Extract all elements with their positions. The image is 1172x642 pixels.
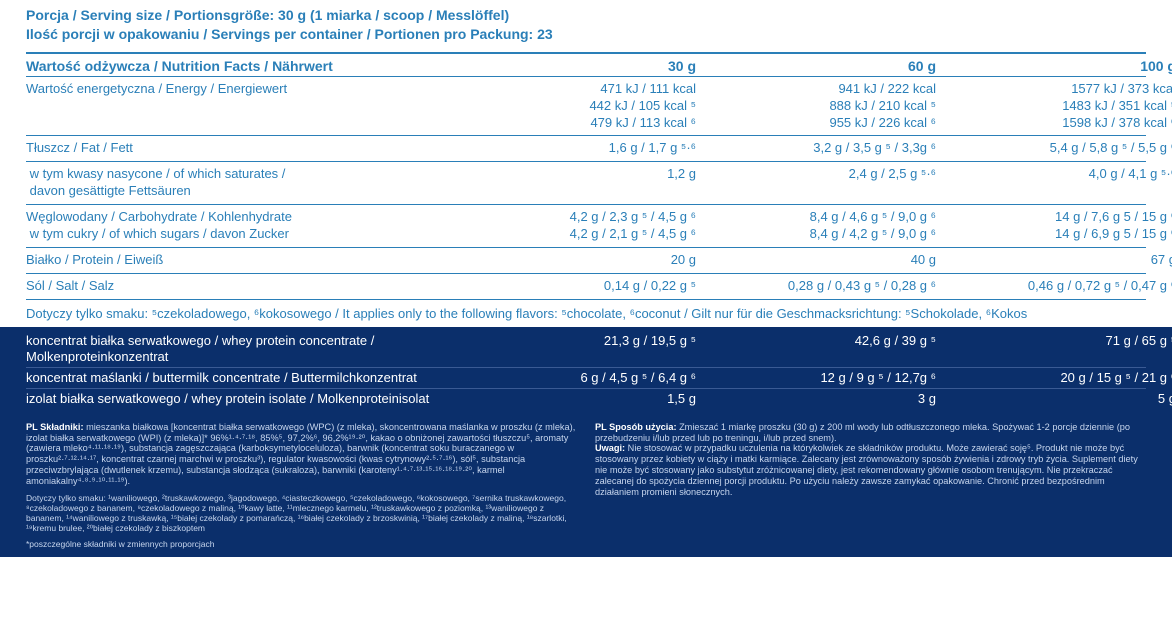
table-row: w tym kwasy nasycone / of which saturate… [0, 162, 1172, 204]
row-value-100g: 5 g [936, 391, 1172, 407]
flavor-footnote: Dotyczy tylko smaku: ⁵czekoladowego, ⁶ko… [0, 300, 1172, 327]
proportions-note: *poszczególne składniki w zmiennych prop… [26, 539, 577, 549]
row-label: izolat białka serwatkowego / whey protei… [26, 391, 456, 407]
row-value-30g: 0,14 g / 0,22 g ⁵ [456, 278, 696, 295]
row-value-30g: 1,6 g / 1,7 g ⁵·⁶ [456, 140, 696, 157]
nutrition-header-row: Wartość odżywcza / Nutrition Facts / Näh… [0, 54, 1172, 76]
header-label: Wartość odżywcza / Nutrition Facts / Näh… [26, 58, 456, 74]
row-value-60g: 12 g / 9 g ⁵ / 12,7g ⁶ [696, 370, 936, 386]
row-value-100g: 67 g [936, 252, 1172, 269]
ingredients-heading: PL Składniki: [26, 422, 84, 432]
servings-per-container-line: Ilość porcji w opakowaniu / Servings per… [26, 25, 1146, 44]
serving-size-line: Porcja / Serving size / Portionsgröße: 3… [26, 6, 1146, 25]
ingredients-and-usage: PL Składniki: mieszanka białkowa [koncen… [0, 416, 1172, 557]
row-label: Tłuszcz / Fat / Fett [26, 140, 456, 157]
table-row: koncentrat białka serwatkowego / whey pr… [26, 331, 1146, 368]
header-60g: 60 g [696, 58, 936, 74]
row-value-100g: 71 g / 65 g ⁵ [936, 333, 1172, 349]
row-label: Węglowodany / Carbohydrate / Kohlenhydra… [26, 209, 456, 243]
row-value-100g: 20 g / 15 g ⁵ / 21 g ⁶ [936, 370, 1172, 386]
row-value-100g: 0,46 g / 0,72 g ⁵ / 0,47 g ⁶ [936, 278, 1172, 295]
row-value-30g: 4,2 g / 2,3 g ⁵ / 4,5 g ⁶4,2 g / 2,1 g ⁵… [456, 209, 696, 243]
row-value-30g: 1,2 g [456, 166, 696, 183]
protein-source-rows: koncentrat białka serwatkowego / whey pr… [26, 331, 1146, 410]
row-label: Wartość energetyczna / Energy / Energiew… [26, 81, 456, 98]
table-row: izolat białka serwatkowego / whey protei… [26, 388, 1146, 409]
usage-column: PL Sposób użycia: Zmieszać 1 miarkę pros… [595, 422, 1146, 549]
protein-sources-band: koncentrat białka serwatkowego / whey pr… [0, 327, 1172, 416]
row-value-60g: 0,28 g / 0,43 g ⁵ / 0,28 g ⁶ [696, 278, 936, 295]
header-100g: 100 g [936, 58, 1172, 74]
row-value-100g: 4,0 g / 4,1 g ⁵·⁶ [936, 166, 1172, 183]
row-value-60g: 3 g [696, 391, 936, 407]
row-value-60g: 40 g [696, 252, 936, 269]
ingredients-column: PL Składniki: mieszanka białkowa [koncen… [26, 422, 577, 549]
row-value-30g: 20 g [456, 252, 696, 269]
row-value-30g: 6 g / 4,5 g ⁵ / 6,4 g ⁶ [456, 370, 696, 386]
row-label: koncentrat białka serwatkowego / whey pr… [26, 333, 456, 366]
warnings-heading: Uwagi: [595, 443, 625, 453]
usage-heading: PL Sposób użycia: [595, 422, 677, 432]
row-label: Sól / Salt / Salz [26, 278, 456, 295]
warnings-text: Nie stosować w przypadku uczulenia na kt… [595, 443, 1138, 496]
table-row: Wartość energetyczna / Energy / Energiew… [0, 77, 1172, 136]
row-value-100g: 14 g / 7,6 g 5 / 15 g ⁶14 g / 6,9 g 5 / … [936, 209, 1172, 243]
row-value-60g: 2,4 g / 2,5 g ⁵·⁶ [696, 166, 936, 183]
flavor-index: Dotyczy tylko smaku: ¹waniliowego, ²trus… [26, 493, 577, 533]
row-value-30g: 21,3 g / 19,5 g ⁵ [456, 333, 696, 349]
table-row: Sól / Salt / Salz0,14 g / 0,22 g ⁵0,28 g… [0, 274, 1172, 299]
row-label: w tym kwasy nasycone / of which saturate… [26, 166, 456, 200]
table-row: Białko / Protein / Eiweiß20 g40 g67 g [0, 248, 1172, 273]
ingredients-text: mieszanka białkowa [koncentrat białka se… [26, 422, 575, 486]
nutrition-label-page: Porcja / Serving size / Portionsgröße: 3… [0, 0, 1172, 642]
row-value-30g: 471 kJ / 111 kcal442 kJ / 105 kcal ⁵479 … [456, 81, 696, 132]
serving-info: Porcja / Serving size / Portionsgröße: 3… [0, 0, 1172, 48]
row-value-60g: 941 kJ / 222 kcal888 kJ / 210 kcal ⁵955 … [696, 81, 936, 132]
row-value-60g: 3,2 g / 3,5 g ⁵ / 3,3g ⁶ [696, 140, 936, 157]
row-value-60g: 8,4 g / 4,6 g ⁵ / 9,0 g ⁶8,4 g / 4,2 g ⁵… [696, 209, 936, 243]
row-value-60g: 42,6 g / 39 g ⁵ [696, 333, 936, 349]
table-row: koncentrat maślanki / buttermilk concent… [26, 367, 1146, 388]
row-label: koncentrat maślanki / buttermilk concent… [26, 370, 456, 386]
row-label: Białko / Protein / Eiweiß [26, 252, 456, 269]
nutrition-rows: Wartość energetyczna / Energy / Energiew… [0, 77, 1172, 300]
table-row: Tłuszcz / Fat / Fett1,6 g / 1,7 g ⁵·⁶3,2… [0, 136, 1172, 161]
row-value-30g: 1,5 g [456, 391, 696, 407]
row-value-100g: 5,4 g / 5,8 g ⁵ / 5,5 g ⁶ [936, 140, 1172, 157]
table-row: Węglowodany / Carbohydrate / Kohlenhydra… [0, 205, 1172, 247]
row-value-100g: 1577 kJ / 373 kcal1483 kJ / 351 kcal ⁵15… [936, 81, 1172, 132]
header-30g: 30 g [456, 58, 696, 74]
